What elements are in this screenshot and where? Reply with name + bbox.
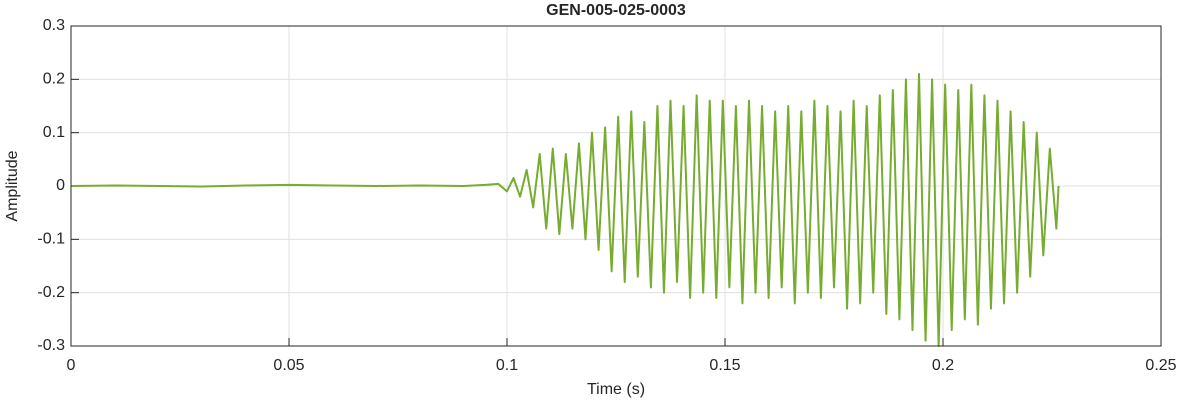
x-axis-label: Time (s) — [587, 381, 645, 398]
x-tick-label: 0.2 — [932, 357, 954, 374]
x-tick-label: 0.25 — [1145, 357, 1176, 374]
waveform-line — [70, 73, 1060, 347]
plot-frame — [70, 25, 1162, 347]
x-tick-label: 0 — [67, 357, 76, 374]
y-tick-label: 0.2 — [43, 71, 65, 88]
y-tick-label: -0.2 — [37, 284, 65, 301]
y-tick-label: -0.1 — [37, 231, 65, 248]
chart-title: GEN-005-025-0003 — [546, 2, 686, 19]
x-tick-label: 0.05 — [273, 357, 304, 374]
x-tick-label: 0.1 — [496, 357, 518, 374]
x-tick-label: 0.15 — [709, 357, 740, 374]
y-tick-label: -0.3 — [37, 337, 65, 354]
y-tick-label: 0.3 — [43, 17, 65, 34]
y-tick-label: 0 — [56, 177, 65, 194]
y-axis-label: Amplitude — [4, 150, 21, 221]
y-tick-label: 0.1 — [43, 124, 65, 141]
